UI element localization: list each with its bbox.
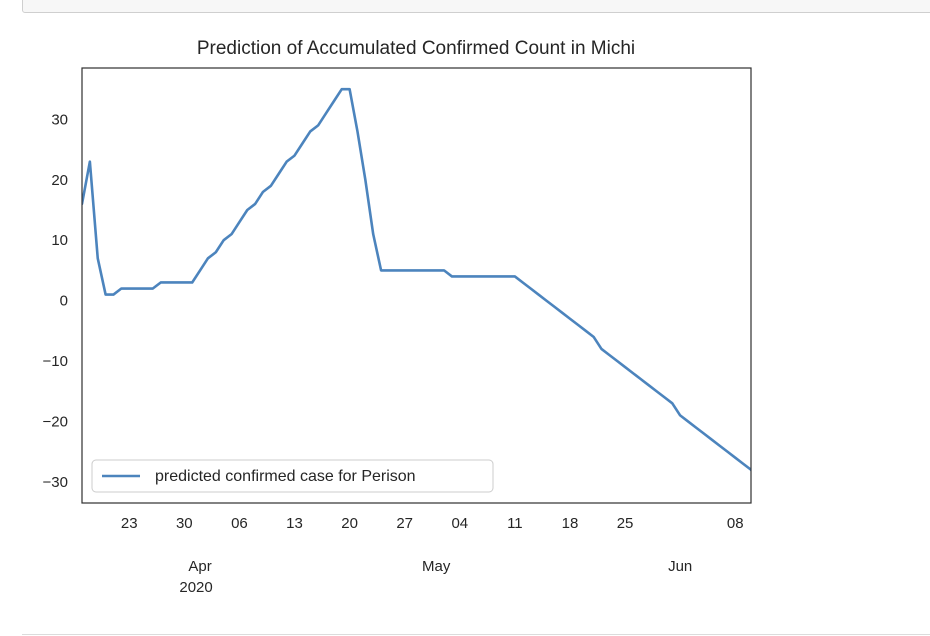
plot-area	[82, 68, 751, 503]
x-tick-label: 23	[121, 515, 138, 532]
x-tick-label: 11	[507, 515, 523, 532]
legend-label: predicted confirmed case for Perison	[155, 468, 416, 485]
x-year-label: 2020	[179, 579, 212, 596]
x-tick-label: 27	[396, 515, 413, 532]
x-tick-label: 18	[562, 515, 579, 532]
series-line-0	[82, 87, 751, 473]
y-tick-label: −10	[43, 353, 68, 370]
x-tick-label: 08	[727, 515, 744, 532]
y-tick-label: 30	[51, 111, 68, 128]
y-tick-label: 10	[51, 232, 68, 249]
legend-box	[91, 459, 494, 493]
x-tick-label: 13	[286, 515, 303, 532]
notebook-cell-bottom-border	[22, 634, 930, 635]
y-tick-label: 20	[51, 172, 68, 189]
plot-frame	[81, 67, 752, 504]
x-tick-label: 06	[231, 515, 248, 532]
y-tick-label: −30	[43, 474, 68, 491]
x-tick-label: 25	[617, 515, 634, 532]
x-month-label: Apr	[188, 558, 211, 575]
x-axis: 23 30 06 13 20 27 04 11 18 25 08 Apr 2020 May Jun	[121, 515, 744, 596]
y-tick-label: −20	[43, 413, 68, 430]
chart-title: Prediction of Accumulated Confirmed Coun…	[197, 38, 635, 59]
legend: predicted confirmed case for Perison	[91, 459, 494, 493]
y-axis: 30 20 10 0 −10 −20 −30	[43, 67, 752, 504]
x-tick-label: 30	[176, 515, 193, 532]
x-tick-label: 04	[451, 515, 468, 532]
plot-background	[82, 68, 751, 503]
series-layer	[82, 87, 751, 473]
x-month-label: Jun	[668, 558, 692, 575]
notebook-cell-top-border	[22, 0, 930, 13]
x-month-label: May	[422, 558, 451, 575]
x-tick-label: 20	[341, 515, 358, 532]
y-tick-label: 0	[60, 293, 68, 310]
